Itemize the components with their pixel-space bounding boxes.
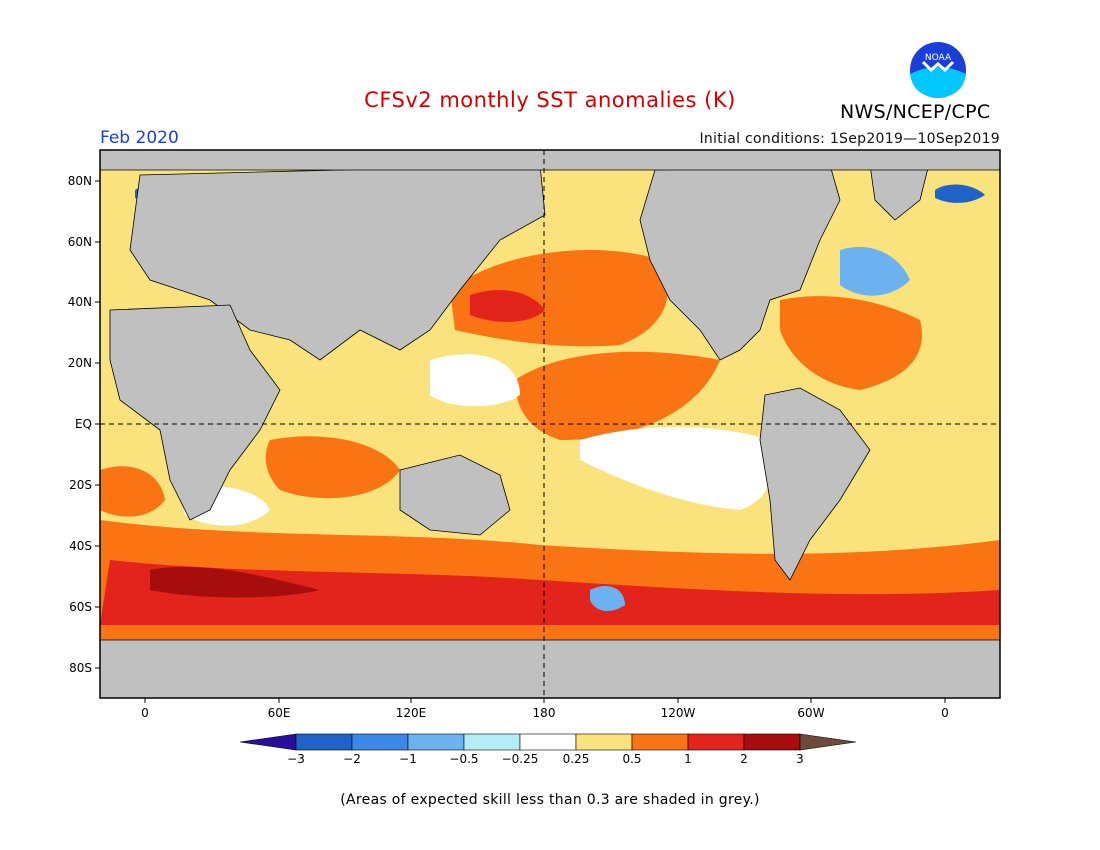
lat-label-20n: 20N (68, 356, 92, 370)
north-pacific-warm-patch (450, 250, 668, 347)
colorbar-segment (575, 733, 633, 751)
colorbar-label: 3 (796, 752, 804, 766)
land-antarctica (100, 639, 1000, 698)
colorbar-segment (351, 733, 409, 751)
lon-label-180: 180 (533, 706, 556, 720)
colorbar-low-arrow (239, 733, 297, 751)
colorbar-label: 1 (684, 752, 692, 766)
noaa-logo: NOAA (893, 40, 983, 104)
western-pacific-neutral (430, 354, 520, 407)
colorbar-label: −3 (287, 752, 305, 766)
land-south-america (759, 387, 871, 581)
lon-label-0: 0 (141, 706, 149, 720)
land-africa (109, 304, 281, 521)
land-eurasia (129, 164, 546, 361)
south-atlantic-warm-patch (100, 466, 165, 517)
initial-conditions: Initial conditions: 1Sep2019—10Sep2019 (699, 131, 1000, 147)
colorbar-segment (519, 733, 577, 751)
colorbar-segment (295, 733, 353, 751)
colorbar-label: −0.5 (449, 752, 478, 766)
kuroshio-warm-patch (470, 290, 545, 322)
valid-month: Feb 2020 (100, 128, 179, 148)
lon-label-120e: 120E (396, 706, 427, 720)
lat-label-40s: 40S (69, 539, 92, 553)
colorbar-segment (407, 733, 465, 751)
land-arctic-north (100, 150, 1000, 171)
lon-label-0-east: 0 (941, 706, 949, 720)
lat-label-eq: EQ (75, 417, 92, 431)
lat-label-80s: 80S (69, 661, 92, 675)
colorbar: −3 −2 −1 −0.5 −0.25 0.25 0.5 1 2 3 (239, 733, 857, 766)
colorbar-label: −1 (399, 752, 417, 766)
longitude-axis: 0 60E 120E 180 120W 60W 0 (141, 698, 949, 720)
lon-label-120w: 120W (661, 706, 696, 720)
land-north-america (639, 164, 841, 361)
arctic-cool-patch-east (935, 184, 985, 203)
south-pacific-cool-patch (590, 585, 625, 612)
skill-footnote: (Areas of expected skill less than 0.3 a… (340, 792, 760, 808)
land-masses (100, 150, 1000, 698)
agency-label: NWS/NCEP/CPC (840, 101, 991, 123)
colorbar-high-arrow (799, 733, 857, 751)
colorbar-label: −0.25 (502, 752, 539, 766)
colorbar-label: −2 (343, 752, 361, 766)
logo-lettering: NOAA (925, 53, 952, 63)
central-pacific-warm-patch (515, 351, 720, 440)
eastern-pacific-neutral (580, 426, 774, 510)
north-atlantic-cool-patch (840, 246, 910, 296)
colorbar-label: 0.25 (563, 752, 590, 766)
latitude-axis: 80N 60N 40N 20N EQ 20S 40S 60S 80S (68, 174, 100, 675)
southern-ocean-strong-warm-band (100, 560, 1000, 625)
colorbar-label: 0.5 (622, 752, 641, 766)
colorbar-segment (743, 733, 801, 751)
colorbar-segment (631, 733, 689, 751)
lat-label-20s: 20S (69, 478, 92, 492)
colorbar-segment (463, 733, 521, 751)
colorbar-label: 2 (740, 752, 748, 766)
lat-label-60s: 60S (69, 600, 92, 614)
lat-label-60n: 60N (68, 235, 92, 249)
lat-label-80n: 80N (68, 174, 92, 188)
lat-label-40n: 40N (68, 295, 92, 309)
north-atlantic-warm-patch (780, 296, 922, 390)
colorbar-segment (687, 733, 745, 751)
lon-label-60e: 60E (268, 706, 291, 720)
lon-label-60w: 60W (797, 706, 824, 720)
land-australia (399, 454, 511, 536)
map-title: CFSv2 monthly SST anomalies (K) (364, 88, 736, 112)
indian-ocean-warm-patch (265, 436, 400, 499)
map-area (100, 150, 1000, 698)
southern-ocean-peak (150, 566, 320, 598)
